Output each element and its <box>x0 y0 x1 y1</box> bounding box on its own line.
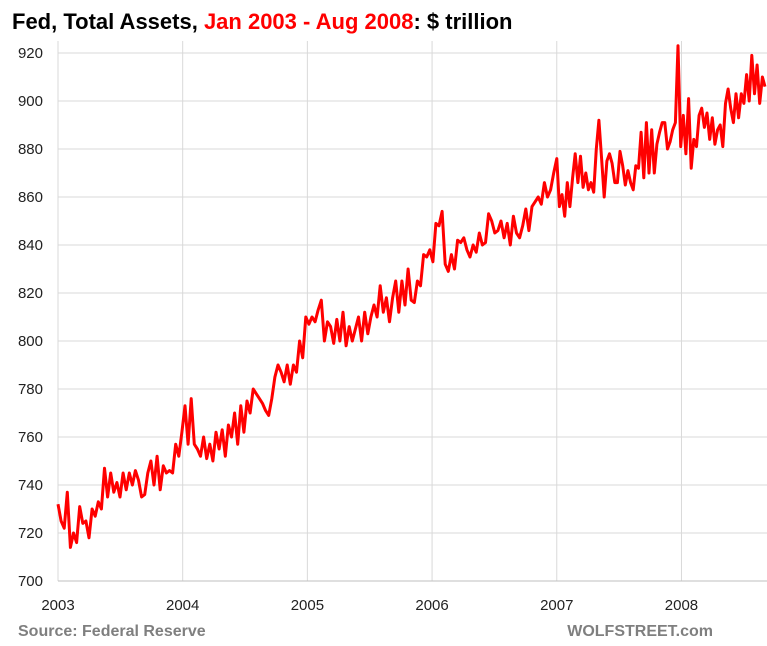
series-line-fed-total-assets <box>56 44 767 549</box>
x-axis: 2003 2004 2005 2006 2007 2008 <box>41 597 698 614</box>
y-axis: 700 720 740 760 780 800 820 840 860 880 900 920 <box>18 45 43 590</box>
y-tick-label: 800 <box>18 333 43 350</box>
title-highlight: Jan 2003 - Aug 2008 <box>204 9 414 34</box>
grid <box>57 41 767 582</box>
y-tick-label: 900 <box>18 93 43 110</box>
y-tick-label: 840 <box>18 237 43 254</box>
x-tick-label: 2003 <box>41 597 74 614</box>
series-lines <box>56 44 767 549</box>
chart-title: Fed, Total Assets, Jan 2003 - Aug 2008: … <box>12 9 512 34</box>
y-tick-label: 860 <box>18 189 43 206</box>
x-tick-label: 2006 <box>415 597 448 614</box>
y-tick-label: 740 <box>18 477 43 494</box>
x-tick-label: 2007 <box>540 597 573 614</box>
brand-label: WOLFSTREET.com <box>567 623 713 640</box>
y-tick-label: 920 <box>18 45 43 62</box>
source-label: Source: Federal Reserve <box>18 623 206 640</box>
y-tick-label: 780 <box>18 381 43 398</box>
title-prefix: Fed, Total Assets, <box>12 9 204 34</box>
y-tick-label: 820 <box>18 285 43 302</box>
x-tick-label: 2008 <box>665 597 698 614</box>
x-tick-label: 2005 <box>291 597 324 614</box>
y-tick-label: 880 <box>18 141 43 158</box>
y-tick-label: 700 <box>18 573 43 590</box>
title-suffix: : $ trillion <box>413 9 512 34</box>
y-tick-label: 760 <box>18 429 43 446</box>
x-tick-label: 2004 <box>166 597 199 614</box>
y-tick-label: 720 <box>18 525 43 542</box>
